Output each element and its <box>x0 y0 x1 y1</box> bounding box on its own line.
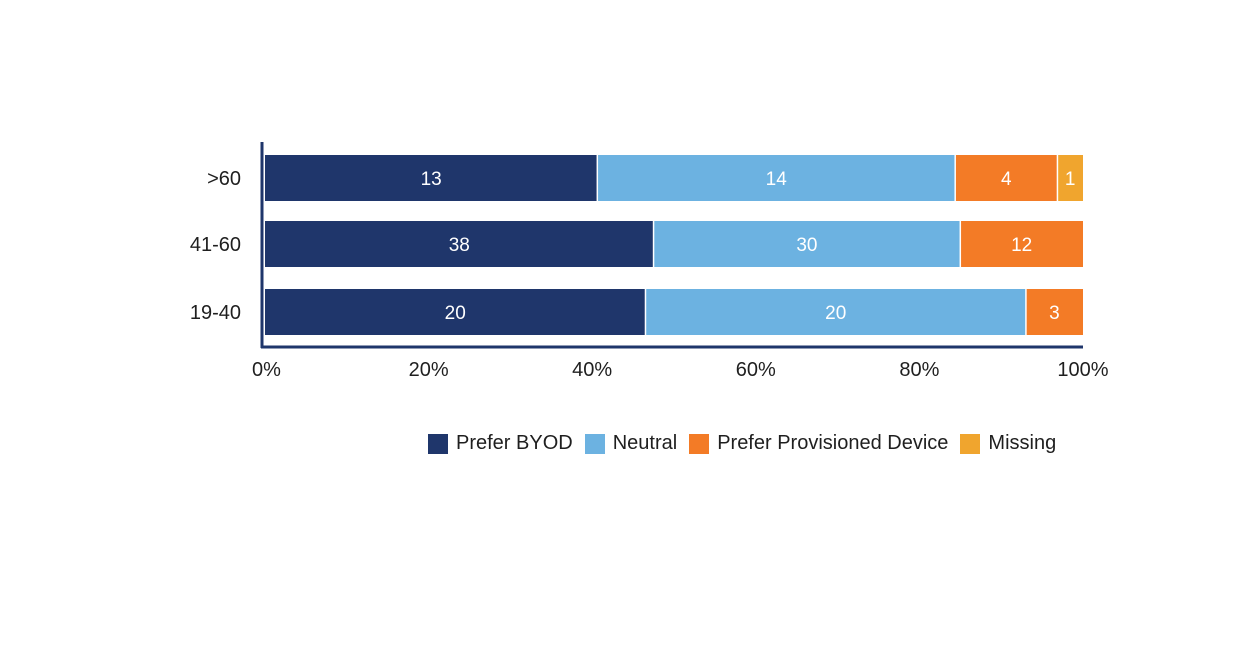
x-tick-label: 20% <box>409 359 449 381</box>
legend-swatch-neutral <box>584 433 605 454</box>
bar-segment-prefer-byod-19-40 <box>265 289 646 335</box>
legend-label-missing: Missing <box>988 432 1057 454</box>
y-tick-label-19-40: 19-40 <box>190 302 241 324</box>
bar-segment-prefer-provisioned-device-41-60 <box>960 221 1083 267</box>
legend-label-prefer-provisioned-device: Prefer Provisioned Device <box>717 432 949 454</box>
legend-item-prefer-provisioned-device: Prefer Provisioned Device <box>689 432 948 455</box>
data-label-neutral-41-60: 30 <box>796 235 817 256</box>
x-tick-label: 40% <box>572 359 612 381</box>
legend-label-prefer-byod: Prefer BYOD <box>456 432 573 454</box>
bar-segment-neutral-41-60 <box>653 221 961 267</box>
data-label-prefer-byod-19-40: 20 <box>445 303 466 324</box>
legend-item-missing: Missing <box>960 432 1056 455</box>
data-label-neutral-19-40: 20 <box>825 303 846 324</box>
bar-segment-prefer-provisioned-device-60 <box>955 155 1058 201</box>
legend-label-neutral: Neutral <box>612 432 678 454</box>
x-tick-label: 100% <box>1057 359 1108 381</box>
bar-segment-prefer-byod-60 <box>265 155 598 201</box>
data-label-prefer-provisioned-device-41-60: 12 <box>1011 235 1032 256</box>
x-tick-label: 80% <box>899 359 939 381</box>
data-label-prefer-byod-60: 13 <box>421 169 442 190</box>
bar-segment-missing-60 <box>1057 155 1083 201</box>
data-label-prefer-provisioned-device-60: 4 <box>1001 169 1012 190</box>
data-label-missing-60: 1 <box>1065 169 1076 190</box>
x-tick-label: 0% <box>252 359 281 381</box>
chart-legend: Prefer BYOD Neutral Prefer Provisioned D… <box>428 432 1056 455</box>
bar-segment-neutral-60 <box>597 155 956 201</box>
y-tick-label-41-60: 41-60 <box>190 234 241 256</box>
data-label-neutral-60: 14 <box>766 169 788 190</box>
data-label-prefer-provisioned-device-19-40: 3 <box>1049 303 1060 324</box>
bar-segment-prefer-byod-41-60 <box>265 221 654 267</box>
data-label-prefer-byod-41-60: 38 <box>449 235 470 256</box>
bar-segment-prefer-provisioned-device-19-40 <box>1025 289 1083 335</box>
legend-swatch-missing <box>960 433 981 454</box>
y-tick-label-60: >60 <box>207 168 241 190</box>
bar-segment-neutral-19-40 <box>645 289 1026 335</box>
legend-swatch-prefer-provisioned-device <box>689 433 710 454</box>
legend-item-neutral: Neutral <box>584 432 678 455</box>
legend-item-prefer-byod: Prefer BYOD <box>428 432 573 455</box>
x-tick-label: 60% <box>736 359 776 381</box>
legend-swatch-prefer-byod <box>428 433 448 454</box>
